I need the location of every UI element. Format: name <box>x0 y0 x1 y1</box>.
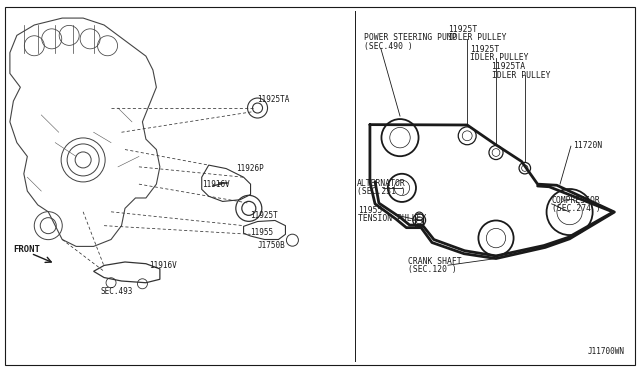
Text: 11925TA: 11925TA <box>492 62 525 71</box>
Text: ALTERNATOR: ALTERNATOR <box>357 179 406 187</box>
Text: (SEC.120 ): (SEC.120 ) <box>408 265 457 274</box>
Text: 11926P: 11926P <box>237 164 264 173</box>
Text: (SEC.274 ): (SEC.274 ) <box>552 204 600 213</box>
Text: COMPRESSOR: COMPRESSOR <box>552 196 600 205</box>
Text: SEC.493: SEC.493 <box>100 287 133 296</box>
Text: CRANK SHAFT: CRANK SHAFT <box>408 257 462 266</box>
Text: 11916V: 11916V <box>149 261 177 270</box>
Text: TENSION PULLEY: TENSION PULLEY <box>358 214 427 223</box>
Text: 11925TA: 11925TA <box>257 95 290 104</box>
Text: J1750B: J1750B <box>257 241 285 250</box>
Text: 11955: 11955 <box>251 228 274 237</box>
Text: J11700WN: J11700WN <box>588 347 625 356</box>
Text: 11916V: 11916V <box>202 180 230 189</box>
Text: (SEC.231 ): (SEC.231 ) <box>357 187 406 196</box>
Text: 11720N: 11720N <box>573 141 602 150</box>
Text: 11955: 11955 <box>358 206 383 215</box>
Text: 11925T: 11925T <box>470 45 500 54</box>
Text: FRONT: FRONT <box>13 245 40 254</box>
Text: IDLER PULLEY: IDLER PULLEY <box>448 33 506 42</box>
Text: 11925T: 11925T <box>251 211 278 221</box>
Text: POWER STEERING PUMP: POWER STEERING PUMP <box>364 33 456 42</box>
Text: IDLER PULLEY: IDLER PULLEY <box>470 53 529 62</box>
Text: (SEC.490 ): (SEC.490 ) <box>364 42 412 51</box>
Text: IDLER PULLEY: IDLER PULLEY <box>492 71 550 80</box>
Text: 11925T: 11925T <box>448 25 477 34</box>
